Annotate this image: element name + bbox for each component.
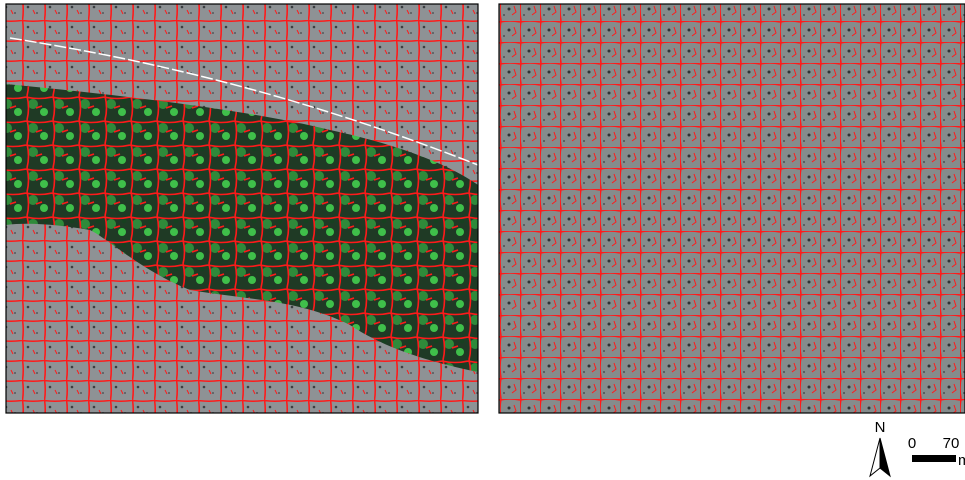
scale-unit: m	[958, 452, 965, 469]
left-panel	[6, 4, 478, 413]
image-right	[499, 4, 965, 413]
scale-bar: 0 70 m	[908, 435, 965, 469]
scale-label: 0	[908, 435, 916, 452]
figure: N 0 70 m	[0, 0, 965, 480]
arrow-left	[870, 438, 880, 476]
arrow-right	[880, 438, 890, 476]
north-arrow: N	[870, 419, 890, 476]
scale-bar-segment	[912, 455, 956, 462]
north-label: N	[875, 419, 886, 436]
scale-label: 70	[943, 435, 960, 452]
right-panel	[499, 4, 965, 413]
